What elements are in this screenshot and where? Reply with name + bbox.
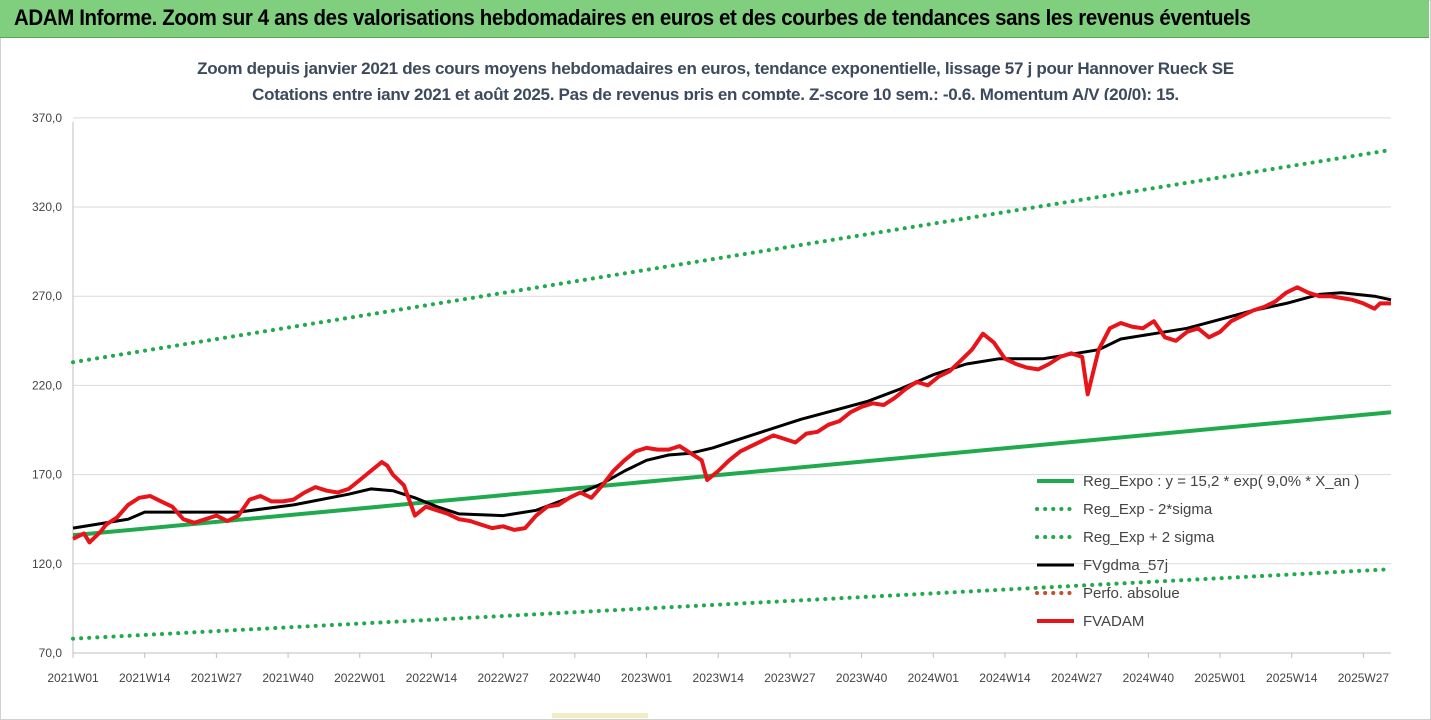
x-tick-label: 2022W01 [334,671,386,685]
banner-title: ADAM Informe. Zoom sur 4 ans des valoris… [14,5,1251,30]
x-tick-label: 2021W01 [47,671,99,685]
x-tick-label: 2025W01 [1194,671,1246,685]
bottom-strip [552,713,648,718]
series-line-3 [72,291,1392,530]
x-tick-label: 2022W40 [549,671,601,685]
x-tick-label: 2023W14 [693,671,745,685]
series-line-5 [72,285,1391,545]
series-line-0 [72,410,1392,538]
x-tick-label: 2023W27 [764,671,816,685]
x-tick-label: 2024W40 [1123,671,1175,685]
x-tick-label: 2021W14 [119,671,171,685]
legend-label: Reg_Exp + 2 sigma [1083,529,1215,546]
legend-label: Reg_Exp - 2*sigma [1083,501,1213,518]
y-tick-label: 70,0 [39,646,63,660]
x-tick-label: 2023W01 [621,671,673,685]
x-tick-label: 2025W14 [1266,671,1318,685]
x-tick-label: 2022W27 [477,671,529,685]
legend-label: FVADAM [1083,613,1144,630]
report-banner: ADAM Informe. Zoom sur 4 ans des valoris… [0,0,1429,38]
x-tick-label: 2024W01 [908,671,960,685]
legend-label: Reg_Expo : y = 15,2 * exp( 9,0% * X_an ) [1083,473,1359,490]
y-tick-label: 320,0 [32,200,62,214]
chart-titles: Zoom depuis janvier 2021 des cours moyen… [0,56,1431,108]
y-tick-label: 120,0 [32,557,62,571]
x-tick-label: 2022W14 [406,671,458,685]
chart-title: Zoom depuis janvier 2021 des cours moyen… [197,59,1234,78]
y-tick-label: 270,0 [32,289,62,303]
x-tick-label: 2024W27 [1051,671,1103,685]
legend-label: Perfo. absolue [1083,585,1180,602]
x-tick-label: 2021W40 [262,671,314,685]
series-line-1 [71,567,1393,641]
plot-area [73,100,1391,653]
legend-label: FVgdma_57j [1083,557,1168,574]
y-tick-label: 370,0 [32,111,62,125]
y-tick-label: 170,0 [32,468,62,482]
x-tick-label: 2025W27 [1338,671,1390,685]
x-tick-label: 2024W14 [979,671,1031,685]
chart-subtitle: Cotations entre janv 2021 et août 2025. … [252,85,1179,104]
x-tick-label: 2021W27 [191,671,243,685]
y-tick-label: 220,0 [32,378,62,392]
x-tick-label: 2023W40 [836,671,888,685]
